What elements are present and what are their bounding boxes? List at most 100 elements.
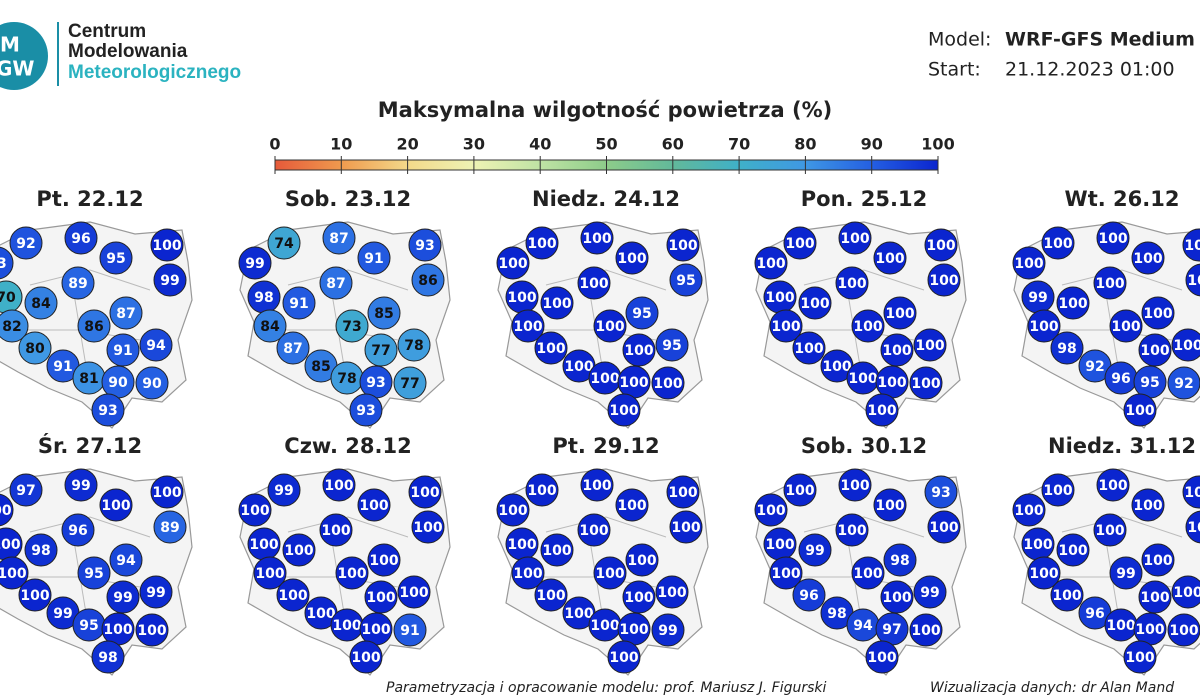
- city-value: 89: [68, 276, 87, 292]
- city-value: 99: [658, 623, 677, 639]
- city-value: 93: [356, 403, 375, 419]
- city-value: 100: [653, 376, 682, 392]
- city-value: 99: [245, 256, 264, 272]
- city-value: 100: [765, 537, 794, 553]
- city-value: 87: [326, 276, 345, 292]
- city-value: 97: [882, 622, 901, 638]
- city-marker: [1182, 475, 1200, 509]
- city-marker: [540, 533, 574, 567]
- city-value: 97: [16, 483, 35, 499]
- city-marker: [150, 228, 184, 262]
- city-value: 100: [1029, 319, 1058, 335]
- city-marker: [883, 296, 917, 330]
- city-marker: [1123, 393, 1157, 427]
- city-marker: [865, 640, 899, 674]
- city-value: 100: [240, 503, 269, 519]
- city-value: 100: [137, 623, 166, 639]
- city-value: 100: [369, 553, 398, 569]
- city-marker: [913, 575, 947, 609]
- city-value: 96: [799, 588, 818, 604]
- city-marker: [496, 493, 530, 527]
- org-name: Centrum: [68, 21, 146, 42]
- city-value: 100: [1098, 231, 1127, 247]
- city-marker: [1171, 328, 1200, 362]
- city-marker: [883, 543, 917, 577]
- city-marker: [397, 575, 431, 609]
- city-value: 100: [1014, 503, 1043, 519]
- city-value: 100: [882, 343, 911, 359]
- city-value: 93: [0, 256, 7, 272]
- city-marker: [880, 333, 914, 367]
- city-marker: [835, 513, 869, 547]
- city-marker: [153, 263, 187, 297]
- city-value: 100: [498, 256, 527, 272]
- city-value: 100: [785, 483, 814, 499]
- chart-title: Maksymalna wilgotność powietrza (%): [378, 98, 832, 122]
- city-value: 93: [98, 403, 117, 419]
- city-marker: [1109, 309, 1143, 343]
- city-marker: [364, 333, 398, 367]
- city-value: 100: [590, 618, 619, 634]
- city-value: 95: [84, 566, 103, 582]
- city-marker: [1185, 263, 1200, 297]
- city-marker: [1096, 221, 1130, 255]
- city-marker: [9, 473, 43, 507]
- city-marker: [0, 309, 29, 343]
- city-marker: [909, 366, 943, 400]
- city-marker: [1012, 246, 1046, 280]
- panel-title: Sob. 23.12: [285, 187, 411, 211]
- city-marker: [927, 510, 961, 544]
- city-value: 94: [116, 553, 136, 569]
- city-value: 100: [306, 606, 335, 622]
- colorbar-tick-label: 20: [396, 135, 418, 154]
- city-marker: [150, 475, 184, 509]
- city-value: 100: [152, 485, 181, 501]
- city-value: 100: [609, 403, 638, 419]
- city-marker: [873, 241, 907, 275]
- city-marker: [139, 575, 173, 609]
- city-marker: [798, 286, 832, 320]
- city-marker: [24, 533, 58, 567]
- city-marker: [282, 533, 316, 567]
- city-value: 91: [113, 343, 132, 359]
- city-marker: [153, 510, 187, 544]
- city-value: 100: [624, 590, 653, 606]
- city-value: 92: [1085, 359, 1104, 375]
- city-value: 100: [337, 566, 366, 582]
- city-marker: [276, 331, 310, 365]
- city-value: 95: [106, 251, 125, 267]
- city-value: 100: [1187, 273, 1200, 289]
- city-marker: [924, 475, 958, 509]
- city-value: 100: [255, 566, 284, 582]
- city-value: 98: [254, 290, 273, 306]
- city-value: 100: [853, 566, 882, 582]
- city-marker: [408, 228, 442, 262]
- colorbar-tick-label: 30: [463, 135, 485, 154]
- city-marker: [135, 613, 169, 647]
- city-value: 100: [668, 485, 697, 501]
- city-value: 99: [160, 273, 179, 289]
- city-marker: [64, 221, 98, 255]
- city-value: 100: [837, 523, 866, 539]
- start-time: 21.12.2023 01:00: [1005, 59, 1175, 81]
- city-value: 100: [885, 306, 914, 322]
- logo-text: GW: [0, 57, 34, 81]
- city-value: 94: [853, 618, 873, 634]
- city-value: 100: [882, 590, 911, 606]
- city-value: 100: [513, 319, 542, 335]
- city-marker: [540, 286, 574, 320]
- city-value: 77: [400, 376, 419, 392]
- city-value: 100: [595, 566, 624, 582]
- city-value: 100: [103, 622, 132, 638]
- city-value: 82: [2, 319, 21, 335]
- city-value: 100: [915, 338, 944, 354]
- city-value: 100: [1140, 343, 1169, 359]
- city-value: 100: [1143, 306, 1172, 322]
- city-marker: [1041, 473, 1075, 507]
- city-value: 100: [1125, 650, 1154, 666]
- city-marker: [783, 226, 817, 260]
- city-value: 100: [410, 485, 439, 501]
- city-value: 100: [351, 650, 380, 666]
